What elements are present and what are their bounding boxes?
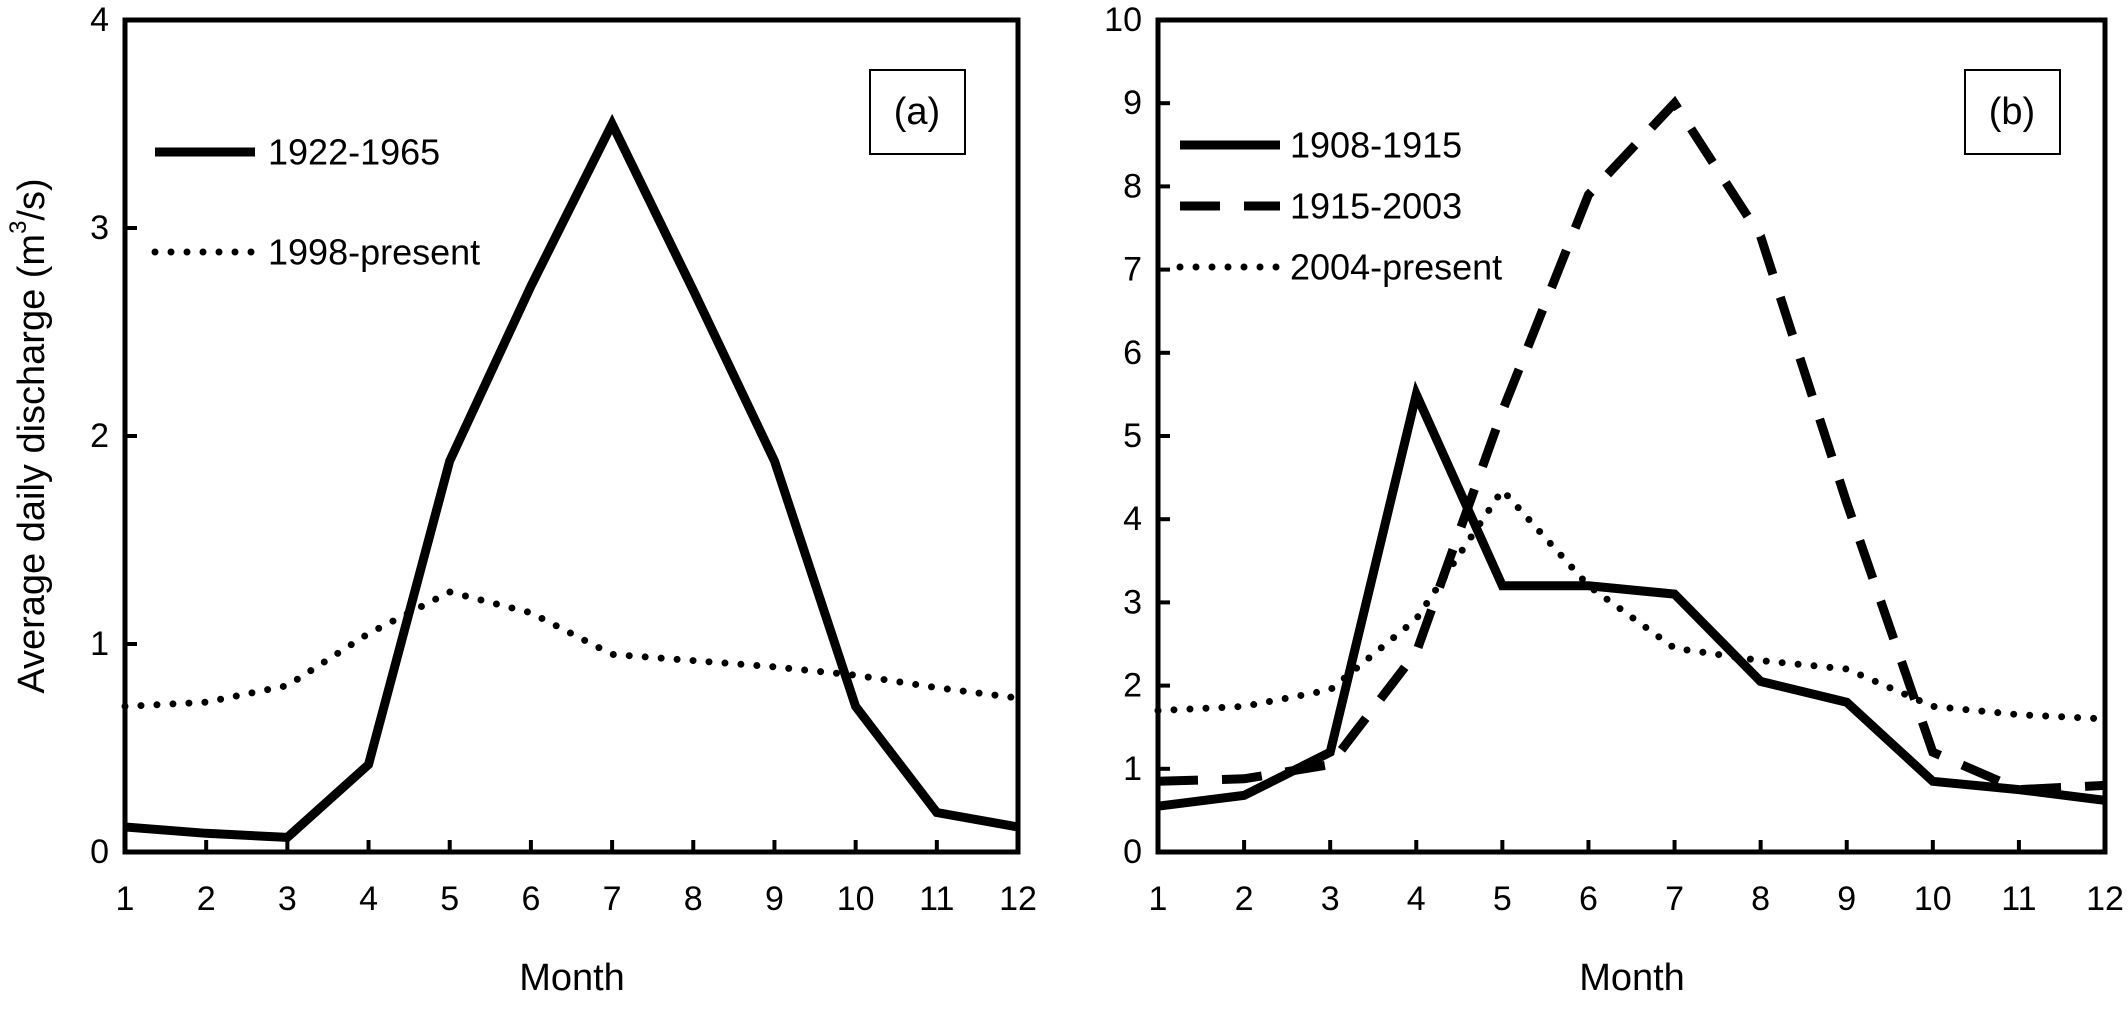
series-line-1908-1915 bbox=[1157, 380, 2106, 811]
series-layer-a bbox=[121, 113, 1022, 842]
y-tick-label: 3 bbox=[90, 209, 109, 247]
x-axis-label-b: Month bbox=[1579, 957, 1685, 999]
data-point bbox=[2018, 714, 2019, 715]
y-tick-label: 9 bbox=[1123, 84, 1142, 122]
x-tick-label: 4 bbox=[1407, 880, 1426, 918]
data-point bbox=[1502, 411, 1503, 412]
series-line-1922-1965 bbox=[124, 113, 1019, 842]
legend-label: 2004-present bbox=[1290, 247, 1502, 288]
x-tick-label: 12 bbox=[2086, 880, 2124, 918]
x-ticks-b: 1 2 3 4 5 6 7 8 9 10 11 12 bbox=[1149, 840, 2124, 918]
legend-label: 1998-present bbox=[268, 232, 480, 273]
series-line-2004-present bbox=[1154, 484, 2109, 723]
panel-tag-a: (a) bbox=[894, 91, 940, 133]
y-tick-label: 0 bbox=[90, 833, 109, 871]
y-tick-label: 10 bbox=[1104, 1, 1142, 39]
data-point bbox=[1330, 764, 1331, 765]
y-tick-label: 2 bbox=[1123, 667, 1142, 705]
x-ticks-a: 1 2 3 4 5 6 7 8 9 10 11 12 bbox=[116, 840, 1037, 918]
data-point bbox=[1760, 660, 1761, 661]
x-tick-label: 12 bbox=[999, 880, 1037, 918]
data-point bbox=[287, 685, 288, 686]
y-tick-label: 6 bbox=[1123, 334, 1142, 372]
y-tick-label: 8 bbox=[1123, 167, 1142, 205]
x-axis-label-a: Month bbox=[519, 957, 625, 999]
panel-tag-box-a bbox=[869, 69, 966, 155]
y-ticks-a: 0 1 2 3 4 bbox=[90, 1, 137, 871]
legend-label: 1908-1915 bbox=[1290, 125, 1462, 166]
legend-a: 1922-1965 1998-present bbox=[151, 132, 480, 273]
x-tick-label: 5 bbox=[1493, 880, 1512, 918]
series-line-1998-present bbox=[121, 588, 1022, 710]
legend-label: 1922-1965 bbox=[268, 132, 440, 173]
x-tick-label: 3 bbox=[1321, 880, 1340, 918]
legend-b: 1908-1915 1915-2003 2004-present bbox=[1176, 125, 1502, 288]
x-tick-label: 9 bbox=[1837, 880, 1856, 918]
x-tick-label: 8 bbox=[684, 880, 703, 918]
x-tick-label: 3 bbox=[278, 880, 297, 918]
x-tick-label: 2 bbox=[197, 880, 216, 918]
x-tick-label: 6 bbox=[521, 880, 540, 918]
series-line-1915-2003 bbox=[1157, 95, 2106, 795]
x-tick-label: 2 bbox=[1235, 880, 1254, 918]
x-tick-label: 10 bbox=[1914, 880, 1952, 918]
y-tick-label: 4 bbox=[1123, 500, 1142, 538]
data-point bbox=[368, 633, 369, 634]
x-tick-label: 7 bbox=[1665, 880, 1684, 918]
y-tick-label: 3 bbox=[1123, 583, 1142, 621]
y-tick-label: 7 bbox=[1123, 251, 1142, 289]
x-tick-label: 4 bbox=[359, 880, 378, 918]
y-axis-label-a: Average daily discharge (m3/s) bbox=[5, 178, 53, 693]
x-tick-label: 6 bbox=[1579, 880, 1598, 918]
x-tick-label: 1 bbox=[1149, 880, 1168, 918]
legend-label: 1915-2003 bbox=[1290, 186, 1462, 227]
y-tick-label: 0 bbox=[1123, 833, 1142, 871]
panel-tag-b: (b) bbox=[1989, 91, 2035, 133]
panel-tag-box-b bbox=[1964, 69, 2061, 155]
x-tick-label: 7 bbox=[603, 880, 622, 918]
y-axis-label-a-sup: 3 bbox=[5, 221, 32, 234]
y-tick-label: 1 bbox=[1123, 750, 1142, 788]
x-tick-label: 1 bbox=[116, 880, 135, 918]
data-point bbox=[1244, 706, 1245, 707]
data-point bbox=[936, 687, 937, 688]
y-tick-label: 1 bbox=[90, 625, 109, 663]
series-layer-b bbox=[1154, 95, 2109, 811]
y-ticks-b: 0 1 2 3 4 5 6 7 8 9 10 bbox=[1104, 1, 1170, 871]
x-tick-label: 8 bbox=[1751, 880, 1770, 918]
y-tick-label: 4 bbox=[90, 1, 109, 39]
x-tick-label: 11 bbox=[919, 880, 954, 918]
data-point bbox=[1416, 652, 1417, 653]
x-tick-label: 11 bbox=[2001, 880, 2036, 918]
x-tick-label: 10 bbox=[837, 880, 875, 918]
y-tick-label: 2 bbox=[90, 417, 109, 455]
y-axis-label-a-main: Average daily discharge (m bbox=[11, 234, 53, 694]
data-point bbox=[1502, 490, 1503, 491]
y-tick-label: 5 bbox=[1123, 417, 1142, 455]
y-axis-label-a-unit: /s) bbox=[11, 178, 53, 220]
x-tick-label: 9 bbox=[765, 880, 784, 918]
x-tick-label: 5 bbox=[440, 880, 459, 918]
